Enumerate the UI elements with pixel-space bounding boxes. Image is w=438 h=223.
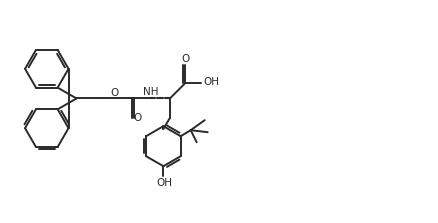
Text: O: O: [182, 54, 190, 64]
Text: NH: NH: [143, 87, 158, 97]
Text: O: O: [110, 88, 119, 98]
Text: OH: OH: [156, 178, 172, 188]
Text: O: O: [134, 113, 141, 123]
Text: OH: OH: [203, 77, 219, 87]
